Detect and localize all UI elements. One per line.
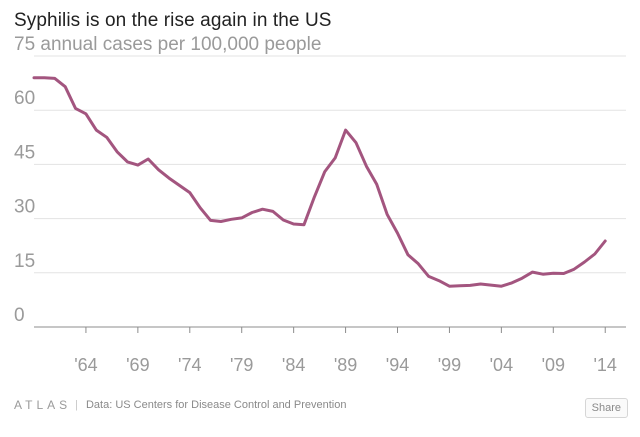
chart-title: Syphilis is on the rise again in the US	[14, 10, 332, 31]
y-tick-60: 60	[14, 88, 35, 109]
y-tick-15: 15	[14, 251, 35, 272]
x-tick-label-14: '14	[593, 355, 616, 375]
source-note: Data: US Centers for Disease Control and…	[85, 399, 347, 411]
x-tick-marks: '64 '69 '74 '79 '84 '89 '94 '99 '04 '09 '14	[74, 327, 617, 375]
footer: ATLAS | Data: US Centers for Disease Con…	[14, 398, 346, 412]
gridlines	[34, 55, 626, 328]
y-tick-45: 45	[14, 142, 35, 163]
series-group	[32, 76, 607, 288]
y-tick-30: 30	[14, 197, 35, 218]
x-tick-label-74: '74	[178, 355, 201, 375]
x-tick-label-84: '84	[282, 355, 305, 375]
x-tick-label-04: '04	[490, 355, 513, 375]
atlas-logo[interactable]: ATLAS	[14, 398, 72, 412]
y-axis-label: 75 annual cases per 100,000 people	[14, 34, 321, 55]
x-tick-label-79: '79	[230, 355, 253, 375]
x-tick-label-64: '64	[74, 355, 97, 375]
x-tick-label-09: '09	[542, 355, 565, 375]
footer-separator: |	[75, 399, 78, 411]
x-tick-label-89: '89	[334, 355, 357, 375]
y-tick-labels: 0 15 30 45 60 75 annual cases per 100,000 peo…	[14, 34, 321, 326]
series-line-0	[32, 76, 607, 288]
y-tick-0: 0	[14, 305, 25, 326]
x-tick-label-99: '99	[438, 355, 461, 375]
x-tick-label-69: '69	[126, 355, 149, 375]
x-tick-label-94: '94	[386, 355, 409, 375]
share-button[interactable]: Share	[584, 398, 628, 418]
